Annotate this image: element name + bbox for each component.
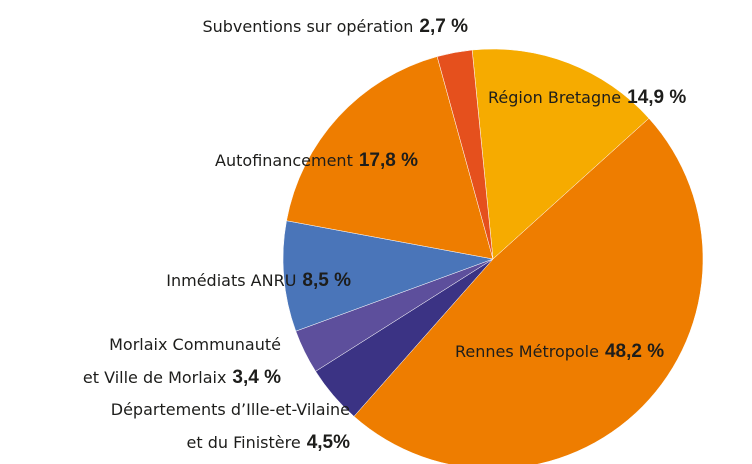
- category-name: Subventions sur opération: [202, 17, 413, 36]
- category-name: Autofinancement: [215, 151, 353, 170]
- pie-slice: [353, 117, 704, 464]
- category-name: Rennes Métropole: [455, 342, 599, 361]
- pie-slice: [282, 220, 494, 332]
- category-name: Inmédiats ANRU: [166, 271, 296, 290]
- slice-label: et Ville de Morlaix 3,4 %: [83, 367, 281, 388]
- slice-label: Autofinancement 17,8 %: [215, 150, 418, 171]
- category-name: Région Bretagne: [488, 88, 621, 107]
- pie-slice: [471, 48, 650, 260]
- pie-slice: [286, 56, 494, 260]
- value-label: 48,2 %: [605, 341, 664, 362]
- slice-label: et du Finistère 4,5%: [187, 432, 351, 453]
- slice-label: Départements d’Ille-et-Vilaine: [111, 400, 350, 419]
- slice-label: Région Bretagne 14,9 %: [488, 87, 686, 108]
- value-label: 3,4 %: [232, 367, 281, 388]
- category-name: Départements d’Ille-et-Vilaine: [111, 400, 350, 419]
- value-label: 8,5 %: [302, 270, 351, 291]
- value-label: 4,5%: [307, 432, 350, 453]
- value-label: 14,9 %: [627, 87, 686, 108]
- pie-slice: [436, 49, 494, 260]
- slice-label: Rennes Métropole 48,2 %: [455, 341, 664, 362]
- slice-label: Subventions sur opération 2,7 %: [202, 16, 468, 37]
- slice-label: Morlaix Communauté: [109, 335, 281, 354]
- category-name: et du Finistère: [187, 433, 301, 452]
- category-name: et Ville de Morlaix: [83, 368, 226, 387]
- value-label: 17,8 %: [359, 150, 418, 171]
- value-label: 2,7 %: [419, 16, 468, 37]
- slice-label: Inmédiats ANRU 8,5 %: [166, 270, 351, 291]
- category-name: Morlaix Communauté: [109, 335, 281, 354]
